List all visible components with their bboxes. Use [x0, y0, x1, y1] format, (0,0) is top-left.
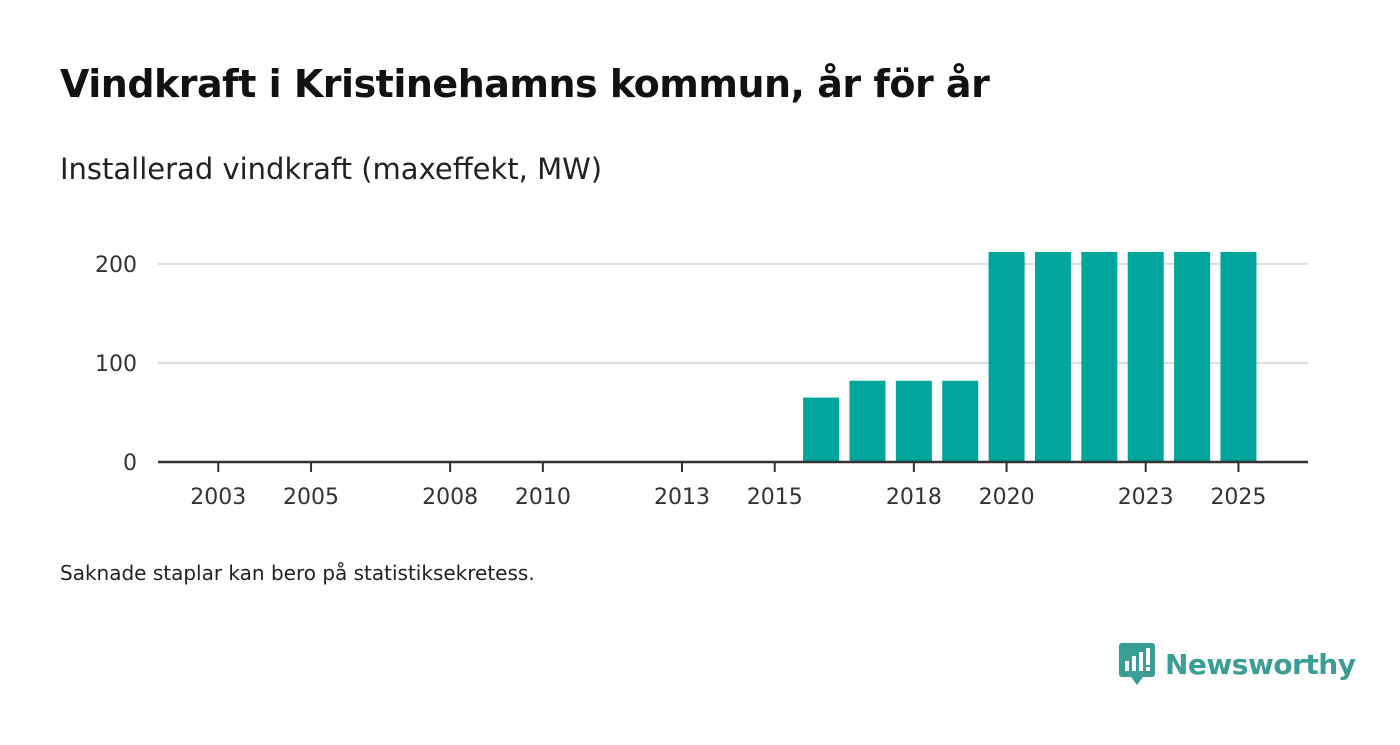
brand-logo[interactable]: Newsworthy	[1119, 643, 1356, 685]
bar	[895, 380, 932, 462]
bars	[803, 251, 1257, 462]
bar	[1127, 251, 1164, 462]
x-tick-label: 2008	[422, 485, 478, 510]
chart-title: Vindkraft i Kristinehamns kommun, år för…	[60, 62, 990, 106]
chart-subtitle: Installerad vindkraft (maxeffekt, MW)	[60, 152, 603, 186]
bar	[1220, 251, 1257, 462]
x-tick-label: 2015	[747, 485, 803, 510]
x-tick-label: 2023	[1118, 485, 1174, 510]
brand-name: Newsworthy	[1165, 647, 1356, 681]
y-tick-label: 0	[123, 451, 137, 476]
bar	[1174, 251, 1211, 462]
bar	[942, 380, 979, 462]
bar	[849, 380, 886, 462]
y-tick-label: 100	[95, 352, 137, 377]
bar	[1081, 251, 1118, 462]
x-tick-label: 2020	[979, 485, 1035, 510]
x-tick-label: 2025	[1210, 485, 1266, 510]
x-tick-label: 2010	[515, 485, 571, 510]
y-tick-label: 200	[95, 253, 137, 278]
bar-chart: 0 100 200 2003 2005 2008 2010 2013 2015 2018 2020 2…	[95, 251, 1308, 510]
axes: 0 100 200 2003 2005 2008 2010 2013 2015 2018 2020 2…	[95, 253, 1308, 510]
x-tick-label: 2013	[654, 485, 710, 510]
bar	[1034, 251, 1071, 462]
x-tick-label: 2005	[283, 485, 339, 510]
bar	[988, 251, 1025, 462]
x-tick-label: 2018	[886, 485, 942, 510]
footnote: Saknade staplar kan bero på statistiksek…	[60, 561, 535, 585]
newsworthy-logo-icon	[1119, 643, 1155, 685]
bar	[803, 397, 840, 462]
x-tick-label: 2003	[190, 485, 246, 510]
